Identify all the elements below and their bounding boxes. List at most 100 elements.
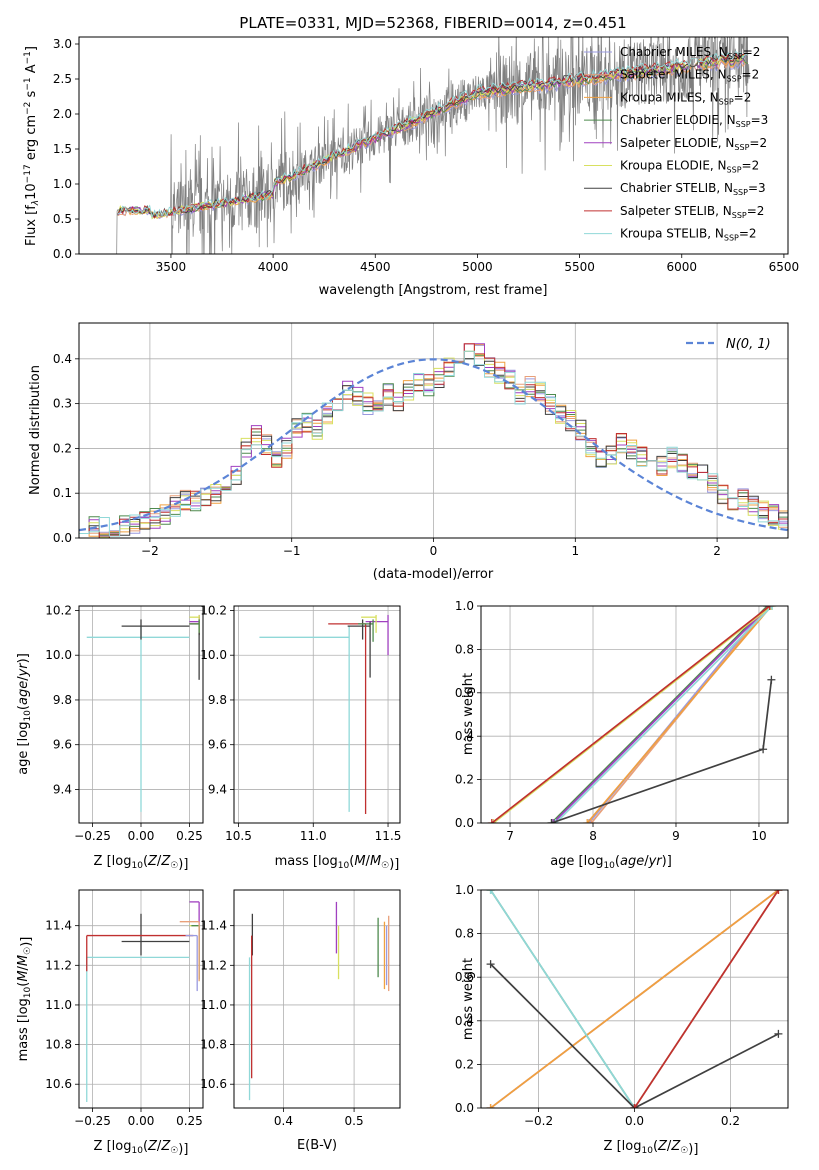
- axes-residuals: −2 −1 0 1 2 0.0 0.1 0.2 0.3 0.4 N(0, 1) (data-model…: [28, 322, 789, 582]
- y-tick-label: 9.6: [208, 738, 227, 752]
- y-tick-label: 9.4: [208, 782, 227, 796]
- weight-line-8: [633, 890, 780, 1108]
- weight-line-7: [489, 963, 779, 1108]
- x-axis-label: E(B-V): [297, 1138, 337, 1153]
- x-tick-label: 5000: [462, 260, 493, 274]
- plot-area: [234, 606, 400, 823]
- axes-age-vs-mass: 10.5 11.0 11.5 9.4 9.6 9.8 10.0 10.2 mass [log10…: [200, 603, 401, 872]
- y-tick-label: 9.4: [53, 782, 72, 796]
- x-tick-label: 0: [430, 544, 438, 558]
- axis-label: age [log10(age/yr)]: [550, 854, 672, 871]
- y-tick-label: 0.8: [455, 642, 474, 656]
- weight-marker: [583, 819, 592, 823]
- weight-line-3: [550, 606, 768, 823]
- y-tick-label: 10.2: [200, 603, 227, 617]
- weight-line-4: [552, 606, 770, 823]
- weight-marker: [630, 1104, 639, 1108]
- x-tick-label: −0.2: [524, 1114, 553, 1128]
- weight-line-2: [490, 890, 779, 1108]
- weight-line-5: [492, 606, 772, 823]
- weight-marker: [768, 606, 777, 610]
- x-tick-label: 11.0: [300, 829, 327, 843]
- y-tick-label: 0.0: [53, 247, 72, 261]
- y-tick-label: 2.5: [53, 72, 72, 86]
- y-axis-label: Normed distribution: [28, 365, 43, 495]
- x-tick-label: −0.25: [74, 829, 111, 843]
- x-tick-label: 10: [751, 829, 766, 843]
- y-tick-label: 11.4: [200, 919, 227, 933]
- axes-mass-weight-vs-age: 7 8 9 10 0.0 0.2 0.4 0.6 0.8 1.0 age [log10(age/yr…: [455, 599, 789, 871]
- y-tick-label: 11.0: [45, 998, 72, 1012]
- axes-frame: [233, 605, 401, 824]
- x-tick-label: 0.25: [176, 1114, 203, 1128]
- x-tick-label: 9: [672, 829, 680, 843]
- x-tick-label: 0.0: [625, 1114, 644, 1128]
- normal-curve: [79, 358, 788, 532]
- y-tick-label: 0.5: [53, 212, 72, 226]
- axis-label: mass [log10(M/M☉)]: [16, 937, 34, 1062]
- y-tick-label: 11.2: [200, 958, 227, 972]
- axes-mass-vs-Z: −0.25 0.00 0.25 10.6 10.8 11.0 11.2 11.4 Z [log1…: [16, 889, 204, 1157]
- y-tick-label: 0.1: [53, 486, 72, 500]
- weight-marker: [767, 675, 776, 684]
- x-tick-label: −0.25: [74, 1114, 111, 1128]
- y-tick-label: 0.4: [455, 729, 474, 743]
- y-tick-label: 0.0: [455, 816, 474, 830]
- y-tick-label: 1.5: [53, 142, 72, 156]
- axes-frame: [78, 605, 204, 824]
- weight-marker: [774, 890, 783, 894]
- legend-entry: Salpeter ELODIE, NSSP=2: [620, 136, 767, 152]
- y-tick-label: 10.0: [200, 648, 227, 662]
- y-tick-label: 1.0: [455, 883, 474, 897]
- plot-area: [79, 890, 203, 1108]
- y-tick-label: 10.6: [200, 1077, 227, 1091]
- x-tick-label: 5500: [564, 260, 595, 274]
- axes-frame: [480, 605, 789, 824]
- y-tick-label: 1.0: [53, 177, 72, 191]
- y-axis-label: mass weight: [461, 673, 476, 755]
- legend-entry: Salpeter STELIB, NSSP=2: [620, 204, 764, 220]
- axis-label: Z [log10(Z/Z☉)]: [94, 1139, 189, 1157]
- weight-marker: [551, 819, 560, 823]
- weight-marker: [774, 1029, 783, 1038]
- weight-marker: [765, 606, 774, 610]
- axis-label: Z [log10(Z/Z☉)]: [94, 854, 189, 872]
- weight-line-6: [489, 890, 636, 1108]
- y-tick-label: 10.8: [200, 1038, 227, 1052]
- weight-marker: [489, 819, 498, 823]
- axes-mass-vs-EBV: 0.4 0.5 10.6 10.8 11.0 11.2 11.4 E(B-V): [200, 889, 401, 1153]
- axes-spectrum: 3500 4000 4500 5000 5500 6000 6500 0.0 0.5 1.0 1.5…: [23, 36, 799, 298]
- plot-area: [115, 37, 750, 254]
- y-tick-label: 0.0: [53, 531, 72, 545]
- histogram-8: [79, 350, 788, 538]
- legend-entry: Chabrier STELIB, NSSP=3: [620, 181, 766, 197]
- y-tick-label: 11.4: [45, 919, 72, 933]
- axes-frame: [480, 889, 789, 1109]
- y-tick-label: 10.8: [45, 1038, 72, 1052]
- x-tick-label: 0.2: [721, 1114, 740, 1128]
- x-tick-label: −1: [283, 544, 301, 558]
- y-tick-label: 0.0: [455, 1101, 474, 1115]
- x-tick-label: 11.5: [375, 829, 402, 843]
- axis-label: mass [log10(M/M☉)]: [275, 854, 400, 872]
- weight-marker: [547, 819, 556, 823]
- weight-marker: [487, 819, 496, 823]
- plot-area: [79, 323, 788, 538]
- x-tick-label: 10.5: [225, 829, 252, 843]
- x-axis-label: wavelength [Angstrom, rest frame]: [319, 283, 548, 298]
- model-line-8: [117, 50, 749, 219]
- x-tick-label: 2: [713, 544, 721, 558]
- weight-line-2: [586, 606, 773, 823]
- legend-entry: Kroupa STELIB, NSSP=2: [620, 227, 757, 243]
- y-tick-label: 9.8: [53, 693, 72, 707]
- y-axis-label: mass weight: [461, 958, 476, 1040]
- y-tick-label: 0.2: [53, 441, 72, 455]
- weight-marker: [767, 606, 776, 610]
- y-tick-label: 0.2: [455, 1057, 474, 1071]
- axis-label: age [log10(age/yr)]: [16, 653, 33, 775]
- x-tick-label: −2: [141, 544, 159, 558]
- y-tick-label: 10.0: [45, 648, 72, 662]
- y-tick-label: 3.0: [53, 37, 72, 51]
- x-tick-label: 3500: [156, 260, 187, 274]
